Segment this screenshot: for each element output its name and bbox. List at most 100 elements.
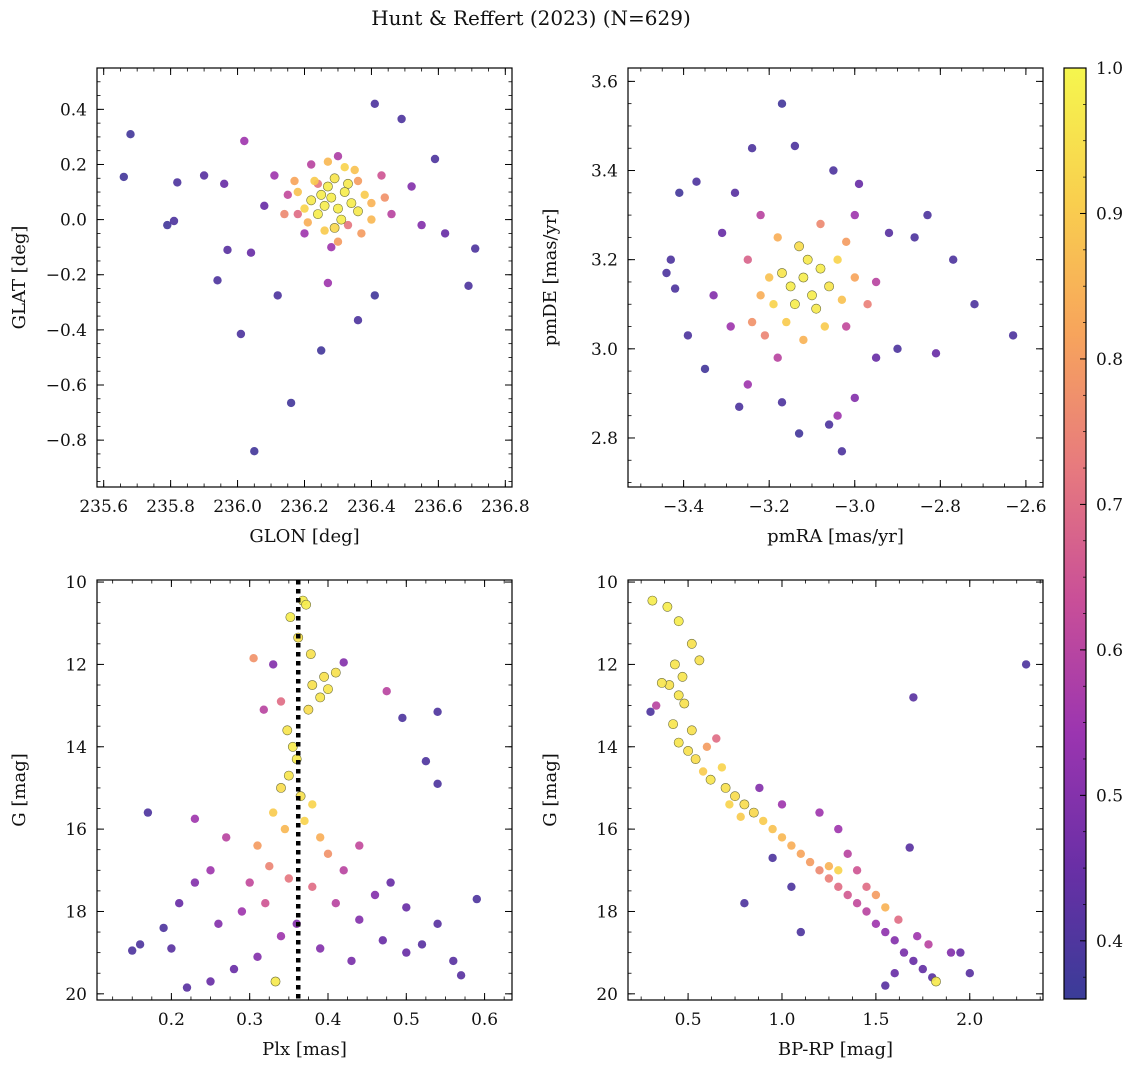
colorbar-gradient [1063,67,1087,1000]
data-point [782,317,791,327]
x-tick-label: −2.6 [1005,497,1046,517]
data-point [380,193,389,202]
data-point [833,411,842,420]
y-tick-label: −0.8 [46,431,87,451]
data-point [173,178,182,187]
data-point [884,228,894,238]
data-point [893,344,902,353]
y-tick-label: −0.2 [46,266,87,286]
data-point [850,210,859,220]
data-point [303,704,314,715]
data-point [253,841,262,850]
data-point [223,245,232,255]
panel-3: 0.2 0.3 0.4 0.5 0.6 10 12 14 16 18 20 Plx [mas] G [m… [9,573,513,1060]
data-point [407,182,416,191]
data-point [300,816,309,826]
panel-1: 235.6 235.8 236.0 236.2 236.4 236.6 236.8 −0.8 −… [9,67,530,547]
data-point [652,701,661,710]
data-point [471,244,480,253]
data-point [199,171,209,180]
data-point [317,346,326,355]
data-point [717,763,727,772]
data-point [842,322,851,331]
scatter-points [646,595,1031,990]
data-point [765,273,774,282]
colorbar-tick-label: 0.7 [1096,495,1123,515]
data-point [327,243,336,252]
data-point [852,899,862,908]
data-point [206,977,215,986]
data-point [799,335,808,345]
data-point [833,255,842,264]
x-axis-label: GLON [deg] [249,526,359,547]
data-point [237,907,247,916]
x-tick-label: 236.0 [213,497,262,517]
data-point [905,843,914,852]
data-point [760,331,770,340]
data-point [433,707,442,716]
x-tick-label: 0.2 [158,1010,185,1030]
data-point [811,303,822,314]
data-point [433,919,442,928]
data-point [323,278,333,288]
data-point [852,866,862,875]
data-point [333,203,343,214]
data-point [824,420,834,429]
data-point [175,899,184,908]
data-point [730,188,740,197]
data-point [387,209,396,219]
data-point [923,210,932,220]
data-point [739,799,750,810]
data-point [796,849,805,858]
y-tick-label: 10 [65,573,87,593]
data-point [300,229,309,238]
data-point [303,218,312,227]
data-point [370,99,379,109]
data-point [222,833,231,842]
colorbar: 0.4 0.5 0.6 0.7 0.8 0.9 1.0 [1063,59,1123,1000]
data-point [293,209,302,219]
data-point [240,136,249,146]
data-point [378,936,387,945]
data-point [773,233,782,242]
y-tick-label: 3.4 [591,162,618,182]
data-point [377,171,386,180]
data-point [794,429,804,438]
y-tick-label: 3.2 [591,251,618,271]
y-tick-label: 0.0 [60,211,87,231]
data-point [829,166,838,175]
panels: 235.6 235.8 236.0 236.2 236.4 236.6 236.8 −0.8 −… [9,67,1047,1060]
data-point [319,200,330,211]
data-point [382,687,391,696]
x-tick-label: 235.6 [79,497,128,517]
y-tick-label: 14 [596,738,618,758]
data-point [837,295,847,304]
x-tick-label: 236.2 [280,497,329,517]
colorbar-tick-label: 0.9 [1096,204,1123,224]
data-point [662,268,671,278]
y-tick-label: 0.4 [60,100,87,120]
data-point [293,187,302,197]
data-point [245,878,254,887]
data-point [355,841,364,850]
data-point [692,177,701,186]
y-axis-label: G [mag] [9,753,30,826]
data-point [913,932,922,941]
data-point [843,890,852,900]
data-point [287,741,298,752]
data-point [743,380,752,389]
data-point [360,190,369,199]
data-point [705,774,716,785]
data-point [677,671,688,682]
data-point [308,882,317,891]
x-tick-label: −3.2 [749,497,790,517]
data-point [720,783,731,793]
y-tick-label: 20 [65,985,87,1005]
data-point [807,290,817,301]
data-point [843,849,852,858]
data-point [668,719,678,729]
data-point [347,956,356,966]
data-point [881,981,890,990]
data-point [305,649,316,659]
data-point [756,291,765,300]
